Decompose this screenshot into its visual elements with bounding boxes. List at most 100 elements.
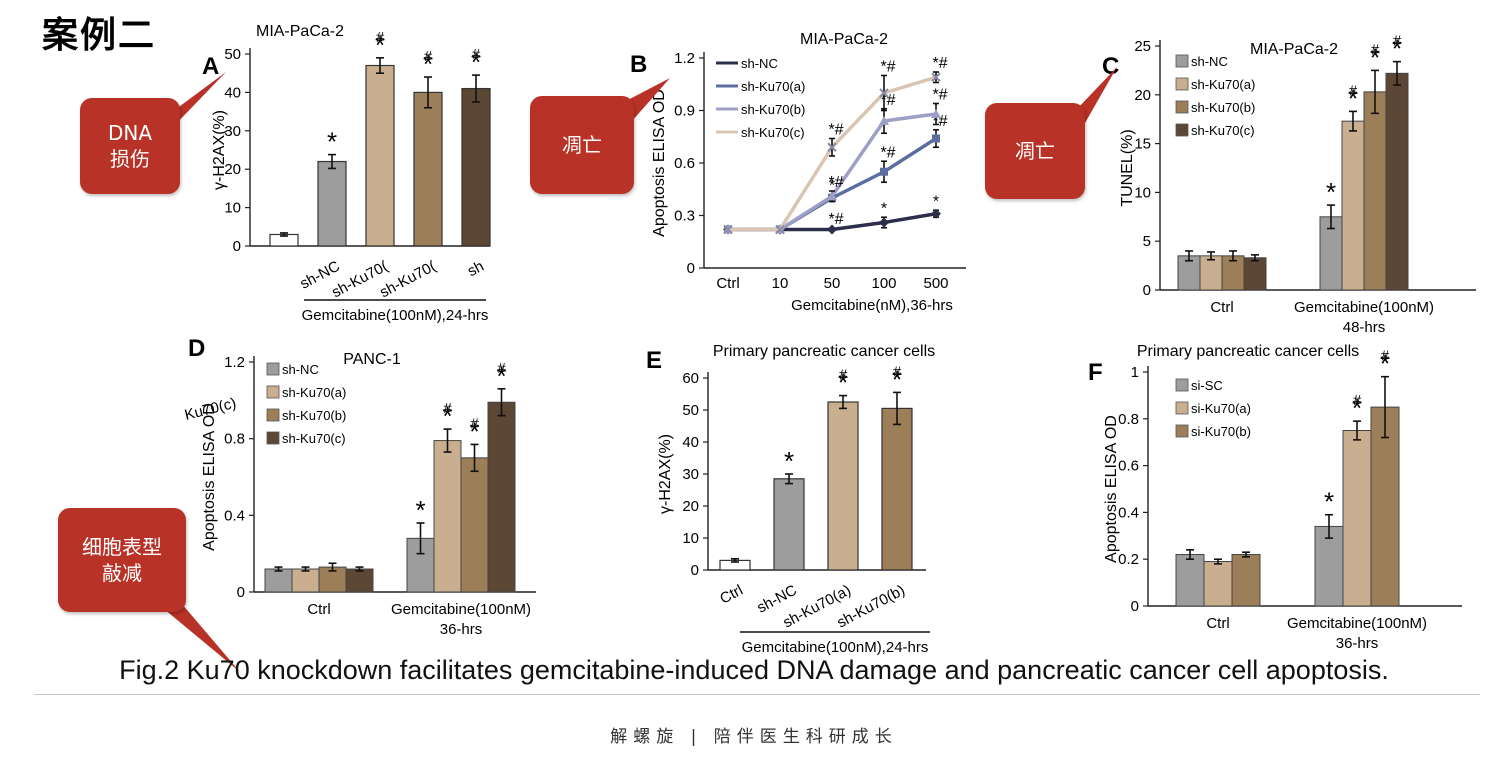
bar	[1231, 554, 1261, 607]
y-tick-label: 60	[682, 370, 699, 387]
y-tick-label: 0.8	[1118, 411, 1139, 428]
x-tick-label: sh	[465, 258, 487, 280]
panel-letter-d: D	[188, 335, 205, 362]
significance-hash: #	[470, 415, 479, 432]
legend-label: sh-Ku70(a)	[741, 79, 805, 94]
x-tick-label: sh-Ku70(	[377, 258, 439, 302]
bar	[487, 401, 516, 593]
x-axis-label: Gemcitabine(nM),36-hrs	[791, 297, 953, 314]
significance-mark: *#	[880, 144, 895, 161]
significance-mark: *#	[932, 87, 947, 104]
legend-swatch	[1175, 123, 1189, 137]
chart-title: MIA-PaCa-2	[800, 31, 888, 48]
x-tick-label: 50	[824, 275, 841, 292]
legend-label: sh-Ku70(c)	[282, 431, 346, 446]
x-tick-label: 100	[871, 275, 896, 292]
significance-hash: #	[1353, 392, 1362, 409]
legend-label: sh-Ku70(a)	[1191, 77, 1255, 92]
x-tick-label: Gemcitabine(100nM)	[391, 601, 531, 618]
bar	[1385, 72, 1409, 291]
y-tick-label: 30	[682, 466, 699, 483]
legend-swatch	[1175, 54, 1189, 68]
y-tick-label: 15	[1134, 136, 1151, 153]
significance-star: *	[1352, 393, 1362, 423]
legend-label: sh-NC	[741, 56, 778, 71]
bar	[317, 160, 347, 247]
bar	[1243, 257, 1267, 291]
significance-star: *	[442, 401, 452, 431]
bar	[433, 440, 462, 593]
data-point	[931, 109, 941, 118]
significance-hash: #	[1393, 33, 1402, 50]
bar	[264, 568, 293, 593]
y-tick-label: 25	[1134, 38, 1151, 55]
y-tick-label: 0.3	[674, 208, 695, 225]
callout-apoptosis-c-text: 凋亡	[985, 103, 1085, 199]
data-point	[879, 217, 889, 228]
y-tick-label: 0.6	[1118, 458, 1139, 475]
panel-letter-b: B	[630, 51, 647, 78]
callout-apoptosis-b: 凋亡	[530, 78, 670, 194]
callout-phenotype-text: 细胞表型 敲减	[58, 508, 186, 612]
page-title: 案例二	[42, 14, 157, 56]
divider	[34, 694, 1480, 695]
significance-star: *	[423, 49, 433, 79]
y-tick-label: 0	[237, 584, 245, 601]
x-tick-label: Ctrl	[717, 582, 746, 608]
y-tick-label: 0	[1143, 282, 1151, 299]
data-point	[827, 191, 837, 201]
y-tick-label: 40	[224, 84, 241, 101]
chart-title: PANC-1	[343, 351, 401, 368]
y-axis-label: Apoptosis ELISA OD	[651, 89, 668, 237]
significance-mark: *#	[932, 55, 947, 72]
legend-label: sh-NC	[1191, 54, 1228, 69]
callout-pointer	[1077, 67, 1117, 137]
panel-letter-e: E	[646, 347, 662, 374]
legend-label: si-Ku70(b)	[1191, 424, 1251, 439]
callout-pointer	[624, 78, 670, 130]
legend-swatch	[1175, 401, 1189, 415]
x-axis-label: Gemcitabine(100nM),24-hrs	[302, 307, 489, 324]
legend-label: sh-Ku70(b)	[741, 102, 805, 117]
y-tick-label: 0.9	[674, 103, 695, 120]
significance-mark: *#	[880, 59, 895, 76]
legend-swatch	[1175, 100, 1189, 114]
chart-title: MIA-PaCa-2	[1250, 41, 1338, 58]
legend-label: sh-Ku70(b)	[1191, 100, 1255, 115]
bar	[881, 407, 913, 571]
y-tick-label: 20	[1134, 87, 1151, 104]
callout-apoptosis-b-text: 凋亡	[530, 96, 634, 194]
significance-hash: #	[443, 400, 452, 417]
significance-star: *	[784, 446, 794, 476]
significance-hash: #	[839, 367, 848, 384]
y-tick-label: 0	[1131, 598, 1139, 615]
legend-swatch	[266, 362, 280, 376]
legend-label: si-SC	[1191, 378, 1223, 393]
y-tick-label: 50	[682, 402, 699, 419]
significance-hash: #	[893, 363, 902, 380]
bar	[365, 64, 395, 247]
significance-star: *	[469, 416, 479, 446]
callout-phenotype: 细胞表型 敲减	[58, 508, 240, 672]
legend-swatch	[1175, 378, 1189, 392]
legend-label: sh-Ku70(a)	[282, 385, 346, 400]
y-axis-label: γ-H2AX(%)	[657, 434, 674, 514]
bar	[460, 457, 489, 593]
x-tick-label: Ctrl	[1206, 615, 1229, 632]
bar	[413, 91, 443, 247]
x-tick-label: 500	[923, 275, 948, 292]
figure-caption: Fig.2 Ku70 knockdown facilitates gemcita…	[119, 655, 1389, 685]
legend-swatch	[266, 431, 280, 445]
y-tick-label: 40	[682, 434, 699, 451]
x-tick-label: Ctrl	[1210, 299, 1233, 316]
y-tick-label: 0	[687, 260, 695, 277]
data-point	[879, 88, 889, 98]
y-tick-label: 1.2	[224, 354, 245, 371]
chart-title: Primary pancreatic cancer cells	[1137, 343, 1359, 360]
significance-star: *	[1370, 42, 1380, 72]
bar	[1341, 120, 1365, 291]
panel-letter-c: C	[1102, 53, 1119, 80]
chart-panel-f: F 0 0.2 0.4 0.6 0.8 1 Primary pancreatic cance…	[1088, 343, 1462, 652]
y-tick-label: 1	[1131, 364, 1139, 381]
significance-mark: *#	[828, 174, 843, 191]
